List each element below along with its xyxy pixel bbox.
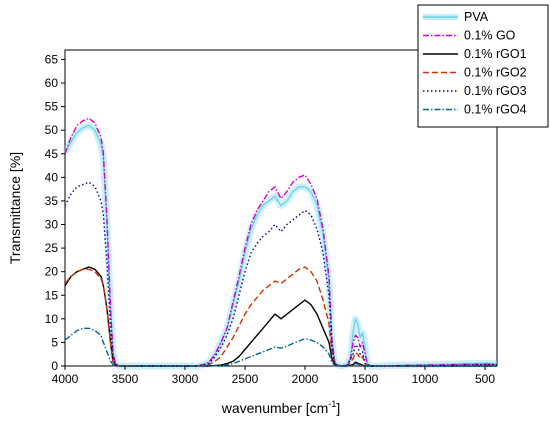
y-tick-label: 25: [45, 241, 59, 255]
legend: PVA 0.1% GO 0.1% rGO1 0.1% rGO2 0.1% rGO3 0.1…: [417, 4, 549, 128]
y-tick-label: 20: [45, 265, 59, 279]
series-line-4: [64, 181, 497, 367]
x-tick-label: 4000: [52, 372, 79, 386]
y-tick-label: 60: [45, 76, 59, 90]
y-tick-label: 0: [51, 359, 58, 373]
plot-area-frame: [64, 49, 498, 367]
legend-box: [417, 4, 549, 128]
legend-entry-label: 0.1% rGO4: [464, 103, 527, 117]
x-tick-label: 2000: [292, 372, 319, 386]
series-line-2: [64, 266, 497, 367]
y-tick-label: 55: [45, 100, 59, 114]
legend-entry-label: 0.1% rGO1: [464, 47, 527, 61]
series-layer: [64, 117, 498, 367]
legend-entry-label: 0.1% GO: [464, 29, 516, 43]
y-tick-label: 30: [45, 218, 59, 232]
x-tick-label: 3500: [112, 372, 139, 386]
y-axis-title: Transmittance [%]: [7, 152, 23, 264]
y-tick-label: 35: [45, 194, 59, 208]
series-band-0: [61, 122, 498, 370]
x-tick-label: 2500: [232, 372, 259, 386]
y-tick-label: 45: [45, 147, 59, 161]
y-tick-label: 5: [51, 335, 58, 349]
x-tick-label: 3000: [172, 372, 199, 386]
band-layer: [61, 122, 498, 370]
x-axis-title: wavenumber [cm-1]: [221, 399, 341, 416]
legend-entry-label: 0.1% rGO2: [464, 66, 527, 80]
y-tick-label: 40: [45, 170, 59, 184]
y-tick-label: 65: [45, 52, 59, 66]
y-axis: 0 5 10 15 20 25 30 35 40 45 50 55 60 65: [45, 52, 65, 373]
legend-entry-label: PVA: [464, 10, 489, 24]
x-tick-label: 500: [475, 372, 495, 386]
y-tick-label: 15: [45, 288, 59, 302]
x-tick-label: 1500: [352, 372, 379, 386]
x-axis: 4000 3500 3000 2500 2000 1500 1000 500: [52, 366, 495, 386]
y-tick-label: 50: [45, 123, 59, 137]
x-tick-label: 1000: [412, 372, 439, 386]
y-tick-label: 10: [45, 312, 59, 326]
series-line-3: [64, 266, 497, 367]
legend-entry-label: 0.1% rGO3: [464, 84, 527, 98]
series-line-0: [64, 124, 498, 367]
series-line-5: [64, 327, 497, 367]
series-line-1: [64, 117, 498, 367]
